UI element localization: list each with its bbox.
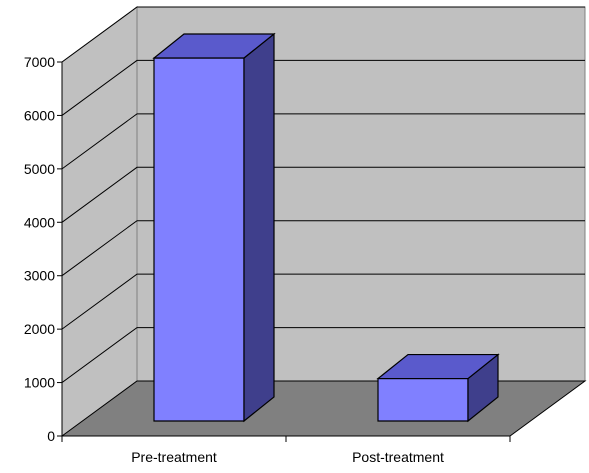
bar-top-1 <box>376 353 500 380</box>
chart-gridlines <box>61 6 585 383</box>
gridline-5000 <box>61 113 585 170</box>
y-tick-label-5000: 5000 <box>24 161 55 177</box>
gridline-3000 <box>61 220 585 277</box>
gridline-1000 <box>61 327 585 383</box>
y-axis-tick-labels: 0 1000 2000 3000 4000 5000 6000 7000 <box>24 54 55 444</box>
bar-side-0 <box>243 32 275 423</box>
x-tick-label-0: Pre-treatment <box>131 449 217 465</box>
y-tick-label-1000: 1000 <box>24 375 55 391</box>
bar-front-0 <box>153 57 245 422</box>
gridline-6000 <box>61 59 585 116</box>
chart-walls <box>61 6 586 437</box>
gridline-2000 <box>61 273 585 330</box>
chart-floor <box>60 380 587 437</box>
y-tick-label-6000: 6000 <box>24 107 55 123</box>
bar-1 <box>376 353 500 423</box>
chart-axes <box>57 61 511 442</box>
y-tick-label-3000: 3000 <box>24 268 55 284</box>
y-tick-label-2000: 2000 <box>24 321 55 337</box>
y-tick-label-0: 0 <box>47 428 55 444</box>
x-tick-label-1: Post-treatment <box>352 449 444 465</box>
x-axis-tick-labels: Pre-treatment Post-treatment <box>131 449 444 465</box>
y-tick-label-4000: 4000 <box>24 214 55 230</box>
side-wall <box>61 6 138 437</box>
gridline-4000 <box>61 166 585 223</box>
floor <box>60 380 587 437</box>
bar-front-1 <box>377 377 469 422</box>
chart-bars <box>152 32 500 423</box>
y-tick-label-7000: 7000 <box>24 54 55 70</box>
bar-top-0 <box>152 33 276 59</box>
gridline-7000 <box>61 6 585 63</box>
bar-0 <box>152 32 276 423</box>
